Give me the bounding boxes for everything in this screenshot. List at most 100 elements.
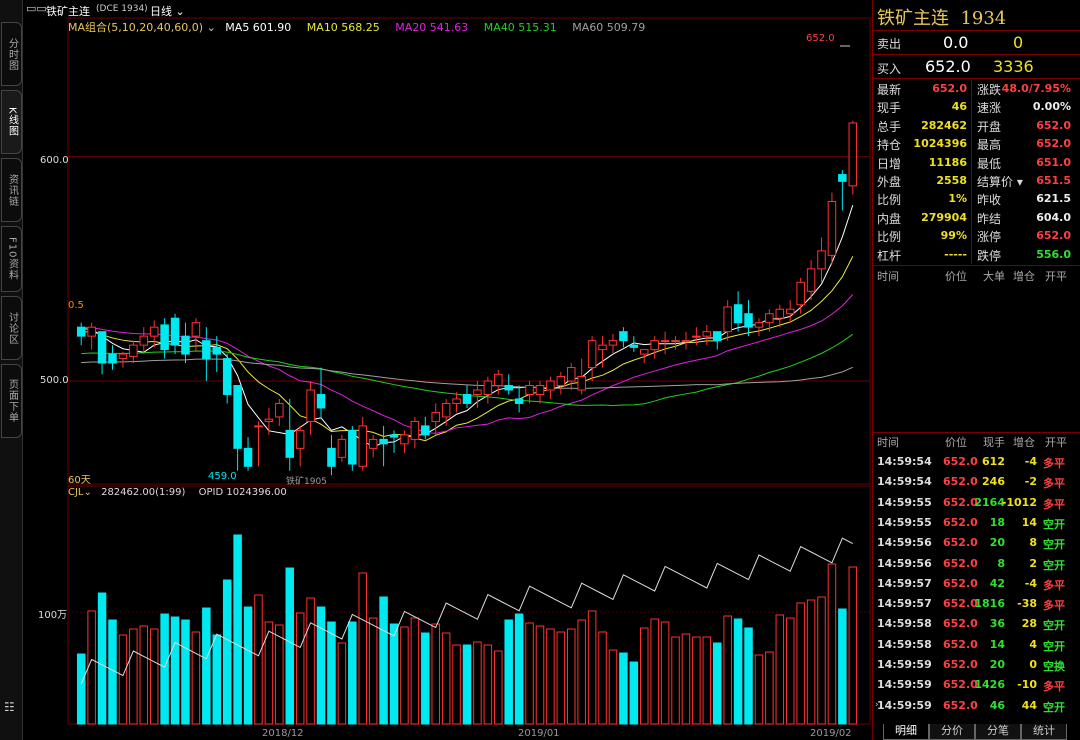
trade-type: 多平	[1043, 578, 1065, 592]
tab-detail[interactable]: 明细	[883, 724, 929, 740]
trade-type: 空开	[1043, 619, 1065, 633]
candle-body	[191, 322, 201, 337]
ma-group-label[interactable]: MA组合(5,10,20,40,60,0)	[68, 21, 204, 34]
volume-indicator[interactable]: CJL	[68, 487, 84, 498]
contract-label: 铁矿1905	[286, 477, 327, 487]
kline-chart[interactable]	[22, 0, 872, 740]
stat-value: 651.5	[1036, 174, 1071, 187]
chevron-down-icon: ⌄	[172, 5, 185, 18]
candle-body	[222, 358, 232, 395]
stat-value: 1024396	[913, 137, 967, 151]
low-marker: 459.0	[208, 471, 237, 482]
trade-oi-change: 0	[1029, 658, 1037, 671]
ma60-line	[81, 358, 853, 390]
tab-price-dist[interactable]: 分价	[929, 724, 975, 740]
trade-time: 14:59:55	[877, 515, 932, 529]
stat-label: 速涨	[977, 101, 1002, 116]
sell-price[interactable]: 0.0	[943, 33, 969, 52]
volume-bar	[421, 632, 430, 725]
stat-value: -----	[944, 247, 967, 261]
sell-label: 卖出	[877, 37, 902, 51]
stat-value: 46	[951, 100, 967, 114]
window-icon[interactable]: ▭▭	[26, 2, 47, 15]
column-header: 开平	[1045, 270, 1067, 283]
left-tab-bar: 分时图 K线图 资讯链 F10资料 讨论区 页面下单 ☷	[0, 0, 23, 740]
volume-bar	[806, 599, 816, 725]
candle-body	[629, 344, 639, 348]
trade-row: 14:59:58 652.0 36 28 空开	[873, 614, 1080, 634]
x-label-jan: 2019/01	[518, 728, 560, 739]
trade-oi-change: 2	[1029, 556, 1037, 570]
open-interest-line	[80, 537, 854, 685]
volume-bar	[546, 628, 555, 725]
trade-time: 14:59:58	[877, 617, 932, 631]
volume-bar	[389, 623, 399, 725]
buy-price[interactable]: 652.0	[925, 57, 971, 76]
candle-body	[170, 317, 180, 346]
period-select[interactable]: 日线 ⌄	[150, 3, 185, 19]
volume-bar	[639, 627, 649, 725]
candle-body	[202, 340, 211, 360]
price-frame	[67, 17, 871, 485]
candle-body	[316, 393, 326, 409]
trade-type: 空换	[1043, 660, 1065, 673]
volume-axis-label: 100万	[38, 610, 68, 621]
candle-body	[660, 340, 670, 343]
tab-kline[interactable]: K线图	[1, 90, 22, 154]
trade-oi-change: 44	[1021, 698, 1037, 712]
volume-bar	[410, 617, 420, 725]
trade-list: 14:59:54 652.0 612 -4 多平 14:59:54 652.0 246 -2 多平…	[873, 452, 1080, 722]
tab-news-chain[interactable]: 资讯链	[1, 158, 22, 222]
volume-bar	[160, 613, 169, 725]
volume-bar	[692, 636, 701, 725]
tab-ticks[interactable]: 分笔	[975, 724, 1021, 740]
stat-label: 比例	[877, 230, 902, 245]
scroll-arrow-icon[interactable]: ›	[875, 700, 879, 710]
stat-label: 涨跌	[977, 83, 1002, 97]
stat-value: 652.0	[1036, 118, 1071, 132]
trade-price: 652.0	[943, 658, 978, 671]
trade-row: 14:59:57 652.0 42 -4 多平	[873, 574, 1080, 594]
stat-label: 杠杆	[877, 248, 902, 263]
volume-bar	[149, 628, 159, 725]
column-header: 价位	[945, 270, 967, 283]
volume-bar	[796, 602, 805, 725]
trade-time: 14:59:59	[877, 658, 932, 671]
trade-volume: 36	[989, 617, 1005, 631]
volume-bar	[827, 563, 837, 725]
stat-value: 1%	[948, 192, 967, 206]
tab-f10[interactable]: F10资料	[1, 226, 22, 292]
stat-label[interactable]: 结算价 ▾	[977, 175, 1023, 189]
candle-body	[358, 425, 367, 467]
volume-bar	[275, 624, 284, 725]
candle-body	[295, 429, 305, 449]
tab-stats[interactable]: 统计	[1021, 724, 1067, 740]
period-label: 日线	[150, 5, 172, 18]
trade-price: 652.0	[943, 536, 978, 550]
candle-body	[556, 376, 566, 387]
trade-time: 14:59:54	[877, 455, 932, 468]
grid-menu-icon[interactable]: ☷	[4, 700, 15, 714]
chevron-down-icon: ⌄	[83, 487, 96, 498]
candle-body	[129, 344, 138, 357]
candle-body	[379, 438, 388, 445]
column-header: 时间	[877, 436, 899, 449]
stat-label: 总手	[877, 119, 902, 134]
stats-table: 最新 652.0 现手 46 总手 282462 持仓 1024396 日增 11186 外盘 255…	[873, 80, 1080, 264]
buy-volume: 3336	[993, 57, 1034, 76]
tab-timeshare[interactable]: 分时图	[1, 22, 22, 86]
candle-body	[254, 425, 263, 428]
tab-discussion[interactable]: 讨论区	[1, 296, 22, 360]
tab-order-page[interactable]: 页面下单	[1, 364, 22, 438]
stat-label: 最高	[977, 138, 1002, 153]
stat-value: 99%	[940, 229, 967, 243]
trade-row: 14:59:56 652.0 20 8 空开	[873, 533, 1080, 553]
opid-value: OPID 1024396.00	[198, 487, 287, 498]
candle-body	[733, 304, 743, 324]
stat-label: 最新	[877, 83, 902, 97]
trade-price: 652.0	[943, 617, 978, 631]
trade-volume: 1816	[974, 597, 1005, 611]
trade-price: 652.0	[943, 475, 978, 489]
volume-bar	[629, 661, 639, 725]
candle-body	[712, 331, 722, 342]
